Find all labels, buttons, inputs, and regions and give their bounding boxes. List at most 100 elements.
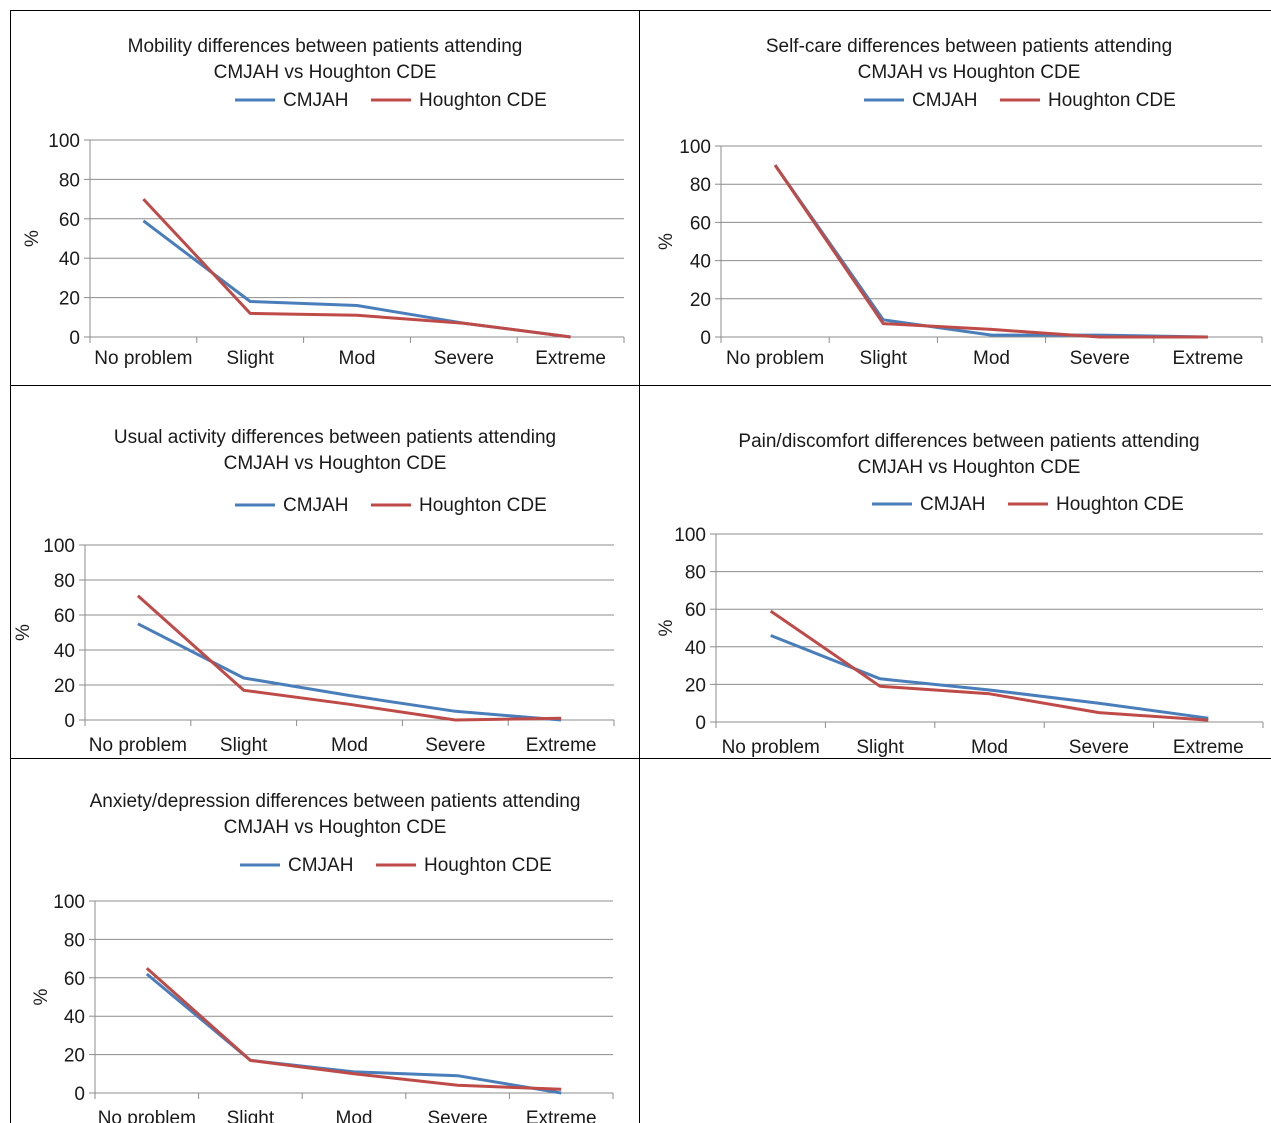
y-tick-label-80: 80: [685, 563, 706, 584]
y-axis-label: %: [656, 233, 677, 250]
x-tick-label-severe: Severe: [434, 348, 494, 369]
y-tick-label-40: 40: [685, 638, 706, 659]
y-tick-label-0: 0: [69, 328, 80, 349]
pain-discomfort-chart-panel: Pain/discomfort differences between pati…: [639, 385, 1271, 758]
chart-title-line2: CMJAH vs Houghton CDE: [224, 453, 447, 474]
y-tick-label-60: 60: [690, 213, 711, 234]
chart-title-line2: CMJAH vs Houghton CDE: [858, 62, 1081, 83]
y-tick-label-100: 100: [53, 892, 85, 913]
frame-border-left: [10, 10, 11, 1123]
usual-activity-chart-panel: Usual activity differences between patie…: [10, 385, 639, 758]
x-tick-label-no-problem: No problem: [89, 735, 187, 756]
chart-title-line2: CMJAH vs Houghton CDE: [224, 817, 447, 838]
y-tick-label-20: 20: [59, 289, 80, 310]
series-line-cmjah: [770, 634, 1209, 720]
y-axis-label: %: [22, 230, 43, 247]
line-chart-0: Mobility differences between patients at…: [22, 36, 625, 369]
x-tick-label-mod: Mod: [339, 348, 376, 369]
legend-label-houghton: Houghton CDE: [419, 90, 547, 111]
chart-grid: Mobility differences between patients at…: [10, 10, 1271, 1123]
y-tick-label-40: 40: [690, 252, 711, 273]
y-tick-label-80: 80: [54, 571, 75, 592]
legend-label-cmjah: CMJAH: [283, 495, 348, 516]
series-line-houghton: [136, 594, 562, 722]
y-tick-label-40: 40: [64, 1007, 85, 1028]
x-tick-label-no-problem: No problem: [722, 737, 820, 758]
series-line-cmjah: [773, 164, 1208, 339]
legend-label-houghton: Houghton CDE: [424, 855, 552, 876]
chart-title-line2: CMJAH vs Houghton CDE: [858, 457, 1081, 478]
y-tick-label-0: 0: [64, 711, 75, 732]
x-tick-label-extreme: Extreme: [535, 348, 606, 369]
line-chart-4: Anxiety/depression differences between p…: [31, 791, 614, 1123]
legend-label-cmjah: CMJAH: [288, 855, 353, 876]
chart-title-line1: Usual activity differences between patie…: [114, 427, 556, 448]
mobility-chart-panel: Mobility differences between patients at…: [10, 10, 639, 385]
y-tick-label-20: 20: [64, 1046, 85, 1067]
x-tick-label-slight: Slight: [856, 737, 904, 758]
legend-label-houghton: Houghton CDE: [1056, 494, 1184, 515]
chart-title-line1: Pain/discomfort differences between pati…: [738, 431, 1199, 452]
frame-border-row2: [10, 758, 1271, 759]
series-line-houghton: [769, 609, 1209, 722]
y-tick-label-60: 60: [64, 969, 85, 990]
x-tick-label-extreme: Extreme: [1173, 348, 1244, 369]
y-tick-label-80: 80: [59, 170, 80, 191]
y-tick-label-60: 60: [59, 210, 80, 231]
y-tick-label-80: 80: [690, 175, 711, 196]
x-tick-label-no-problem: No problem: [98, 1108, 196, 1123]
anxiety-depression-chart-panel: Anxiety/depression differences between p…: [10, 758, 639, 1123]
y-axis-label: %: [656, 619, 677, 636]
series-line-houghton: [142, 198, 571, 339]
x-tick-label-slight: Slight: [860, 348, 908, 369]
legend-label-houghton: Houghton CDE: [419, 495, 547, 516]
x-tick-label-mod: Mod: [336, 1108, 373, 1123]
x-tick-label-mod: Mod: [971, 737, 1008, 758]
frame-border-middle: [639, 10, 640, 1123]
series-line-houghton: [773, 164, 1208, 339]
y-tick-label-100: 100: [43, 536, 75, 557]
y-tick-label-80: 80: [64, 930, 85, 951]
x-tick-label-severe: Severe: [1070, 348, 1130, 369]
chart-title-line1: Mobility differences between patients at…: [128, 36, 523, 57]
line-chart-1: Self-care differences between patients a…: [656, 36, 1263, 369]
y-tick-label-60: 60: [54, 606, 75, 627]
line-chart-2: Usual activity differences between patie…: [13, 427, 615, 756]
y-tick-label-100: 100: [679, 137, 711, 158]
y-tick-label-100: 100: [674, 525, 706, 546]
y-tick-label-0: 0: [695, 713, 706, 734]
y-tick-label-20: 20: [690, 290, 711, 311]
line-chart-3: Pain/discomfort differences between pati…: [656, 431, 1264, 758]
x-tick-label-no-problem: No problem: [94, 348, 192, 369]
y-tick-label-40: 40: [54, 641, 75, 662]
y-tick-label-60: 60: [685, 600, 706, 621]
x-tick-label-mod: Mod: [331, 735, 368, 756]
legend-label-cmjah: CMJAH: [283, 90, 348, 111]
self-care-chart-panel: Self-care differences between patients a…: [639, 10, 1271, 385]
y-tick-label-20: 20: [685, 675, 706, 696]
series-line-cmjah: [142, 219, 571, 339]
frame-border-top: [10, 10, 1271, 11]
x-tick-label-severe: Severe: [427, 1108, 487, 1123]
chart-title-line1: Self-care differences between patients a…: [766, 36, 1172, 57]
chart-title-line1: Anxiety/depression differences between p…: [90, 791, 581, 812]
frame-border-row1: [10, 385, 1271, 386]
y-tick-label-20: 20: [54, 676, 75, 697]
x-tick-label-slight: Slight: [226, 348, 274, 369]
y-axis-label: %: [13, 624, 34, 641]
y-axis-label: %: [31, 988, 52, 1005]
chart-title-line2: CMJAH vs Houghton CDE: [214, 62, 437, 83]
legend-label-cmjah: CMJAH: [912, 90, 977, 111]
x-tick-label-extreme: Extreme: [526, 1108, 597, 1123]
x-tick-label-severe: Severe: [425, 735, 485, 756]
x-tick-label-slight: Slight: [220, 735, 268, 756]
x-tick-label-extreme: Extreme: [1173, 737, 1244, 758]
x-tick-label-mod: Mod: [973, 348, 1010, 369]
legend-label-houghton: Houghton CDE: [1048, 90, 1176, 111]
y-tick-label-0: 0: [700, 328, 711, 349]
y-tick-label-100: 100: [48, 131, 80, 152]
y-tick-label-40: 40: [59, 249, 80, 270]
x-tick-label-extreme: Extreme: [526, 735, 597, 756]
x-tick-label-severe: Severe: [1069, 737, 1129, 758]
series-line-houghton: [145, 967, 562, 1091]
